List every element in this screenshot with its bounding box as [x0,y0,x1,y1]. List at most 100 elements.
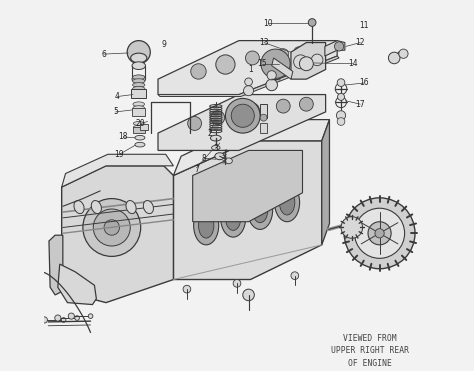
Ellipse shape [247,191,273,229]
Circle shape [127,40,150,64]
Ellipse shape [131,53,147,63]
Polygon shape [158,56,339,96]
Polygon shape [322,119,329,245]
Polygon shape [291,43,326,79]
Circle shape [344,198,415,269]
Text: 15: 15 [257,59,267,68]
Ellipse shape [133,79,145,83]
Circle shape [311,54,323,66]
Ellipse shape [226,205,241,230]
Ellipse shape [225,158,232,164]
Text: 2: 2 [208,129,212,138]
Polygon shape [58,264,96,305]
Ellipse shape [279,190,295,215]
Text: 4: 4 [115,92,120,101]
Circle shape [355,208,405,258]
Circle shape [308,19,316,26]
Circle shape [191,64,206,79]
Polygon shape [62,154,173,187]
Circle shape [68,313,74,319]
Circle shape [278,49,289,59]
Circle shape [243,289,255,301]
Circle shape [337,118,345,125]
Text: 16: 16 [359,79,369,88]
Ellipse shape [91,200,101,214]
Ellipse shape [215,153,225,160]
Circle shape [211,111,225,125]
Text: 20: 20 [136,119,146,128]
Circle shape [231,104,255,127]
Text: 12: 12 [356,38,365,47]
Circle shape [226,57,240,70]
Text: 1: 1 [248,65,253,74]
Circle shape [233,279,241,287]
Circle shape [188,116,201,130]
Ellipse shape [133,86,145,91]
Bar [260,104,267,118]
Circle shape [337,79,345,86]
Ellipse shape [135,142,145,147]
Polygon shape [173,141,322,279]
Circle shape [261,49,290,78]
Ellipse shape [132,75,146,83]
Ellipse shape [74,200,84,214]
Ellipse shape [133,109,145,114]
Circle shape [337,93,345,100]
Text: VIEWED FROM
UPPER RIGHT REAR
OF ENGINE: VIEWED FROM UPPER RIGHT REAR OF ENGINE [331,334,409,368]
Ellipse shape [211,145,220,150]
Circle shape [266,79,277,91]
Circle shape [368,222,391,245]
Ellipse shape [133,75,145,79]
Circle shape [300,97,313,111]
Polygon shape [62,166,173,303]
Circle shape [83,198,141,256]
Text: 6: 6 [101,50,107,59]
Ellipse shape [194,206,219,245]
Circle shape [291,272,299,279]
Circle shape [267,70,276,80]
Circle shape [337,111,346,120]
Polygon shape [158,40,337,95]
Circle shape [246,51,259,65]
Ellipse shape [143,200,154,214]
Text: 10: 10 [263,19,273,28]
Polygon shape [325,40,345,56]
Ellipse shape [220,198,246,237]
Circle shape [246,103,259,117]
Polygon shape [49,235,63,295]
Text: 9: 9 [161,40,166,49]
Circle shape [88,314,93,318]
Circle shape [41,317,47,323]
Circle shape [104,220,119,235]
Text: 3: 3 [213,144,218,153]
Circle shape [245,78,253,86]
Circle shape [276,99,290,113]
Bar [140,124,148,130]
Ellipse shape [133,83,145,87]
Text: 19: 19 [115,150,124,159]
Polygon shape [272,58,293,79]
Circle shape [216,55,235,74]
Circle shape [399,49,408,58]
Bar [133,127,145,133]
Text: 11: 11 [359,21,369,30]
Ellipse shape [133,102,145,106]
Circle shape [183,285,191,293]
Text: 14: 14 [348,59,357,68]
Text: 8: 8 [202,154,207,162]
Ellipse shape [274,183,300,222]
Circle shape [244,86,254,96]
Circle shape [55,315,61,321]
Bar [131,89,146,98]
Circle shape [75,316,80,320]
Ellipse shape [210,135,221,141]
Bar [132,108,146,116]
Ellipse shape [133,125,144,129]
Polygon shape [173,119,329,175]
Text: 5: 5 [113,107,118,116]
Circle shape [341,217,363,238]
Text: 18: 18 [118,132,128,141]
Text: 7: 7 [194,165,199,174]
Ellipse shape [133,122,144,125]
Text: 17: 17 [356,100,365,109]
